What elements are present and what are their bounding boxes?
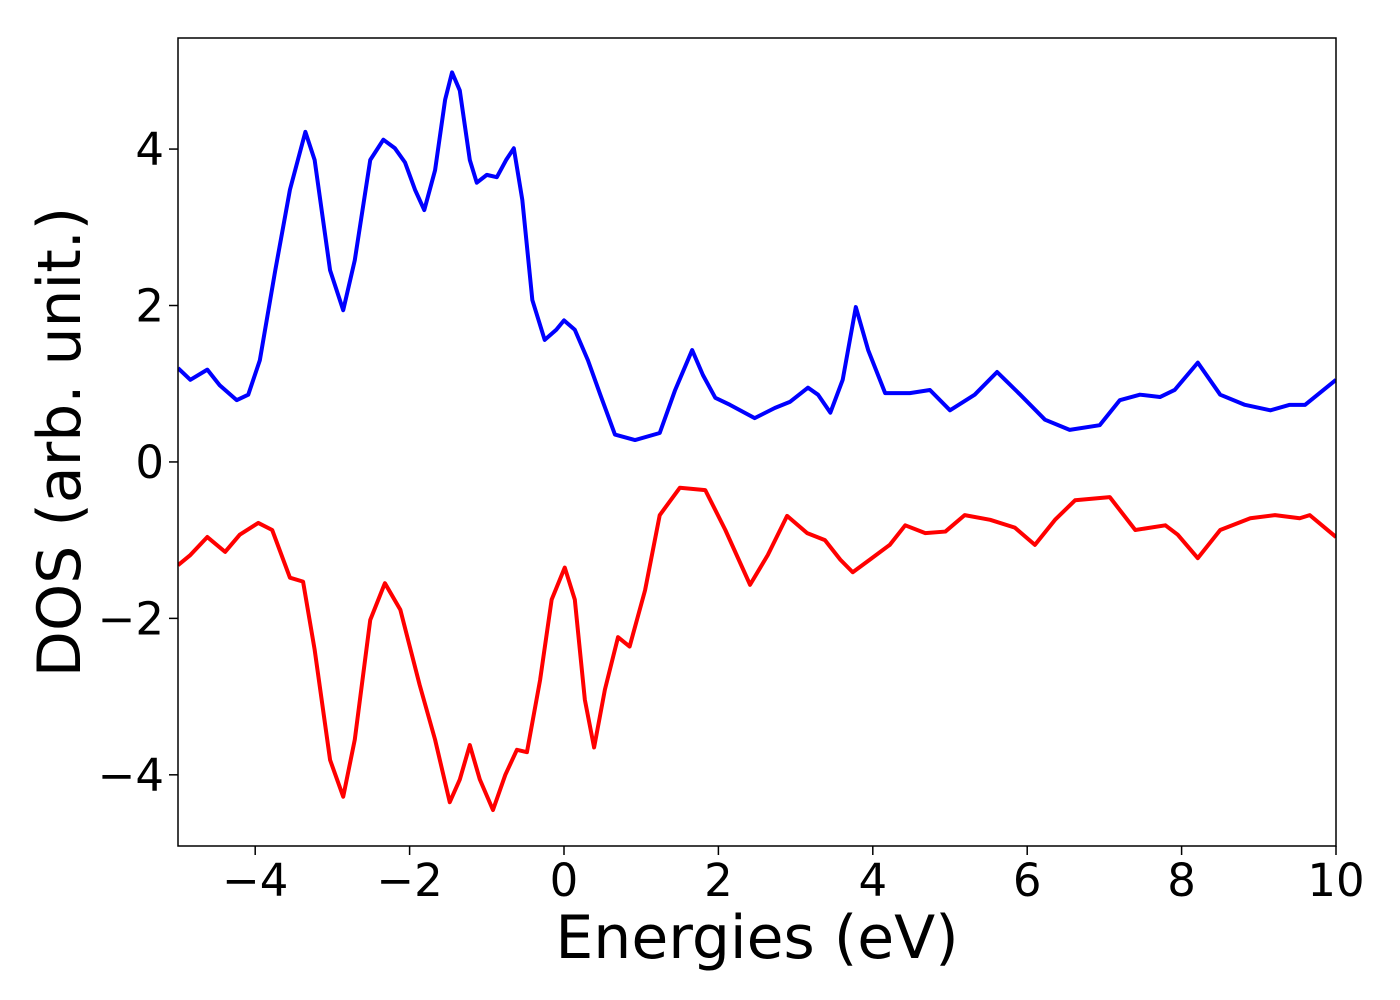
x-axis-label: Energies (eV) xyxy=(555,903,958,973)
plot-frame xyxy=(177,37,1337,847)
x-tick-label: −2 xyxy=(376,854,442,907)
x-tick-label: 8 xyxy=(1167,854,1196,907)
x-tick-label: −4 xyxy=(222,854,288,907)
x-tick-label: 0 xyxy=(550,854,579,907)
x-tick-label: 4 xyxy=(858,854,887,907)
y-tick-label: −4 xyxy=(98,749,164,802)
y-tick-label: 0 xyxy=(135,436,164,489)
x-tick-label: 6 xyxy=(1013,854,1042,907)
y-tick-label: 2 xyxy=(135,280,164,333)
y-tick-label: −2 xyxy=(98,592,164,645)
x-tick-label: 2 xyxy=(704,854,733,907)
y-axis-label: DOS (arb. unit.) xyxy=(25,207,95,677)
y-tick-label: 4 xyxy=(135,123,164,176)
line xyxy=(178,70,1336,443)
x-tick-label: 10 xyxy=(1307,854,1364,907)
line xyxy=(178,485,1336,813)
